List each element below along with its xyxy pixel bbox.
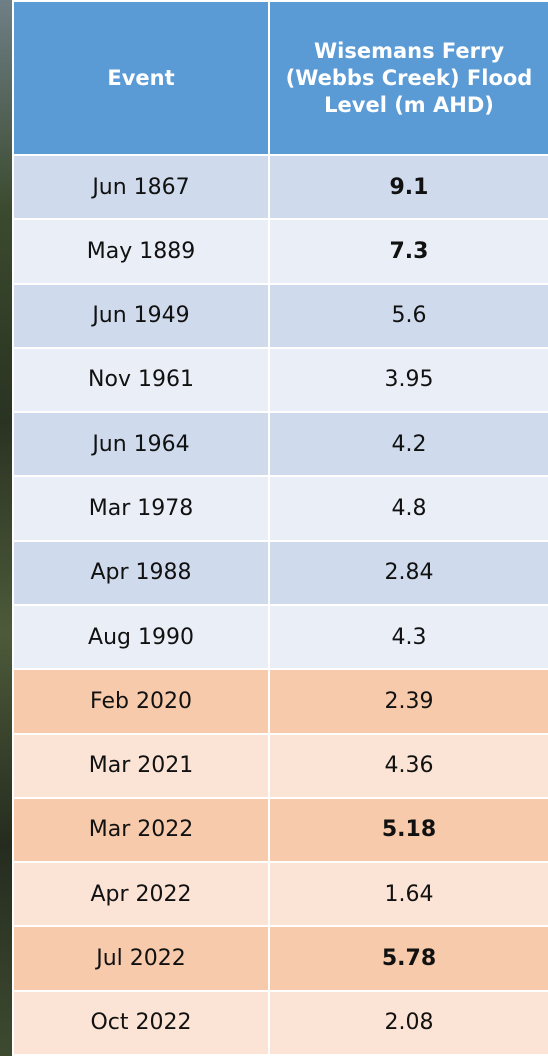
event-cell: Jun 1867	[13, 155, 269, 219]
event-cell: Mar 1978	[13, 476, 269, 540]
level-cell: 4.36	[269, 734, 548, 798]
page: Event Wisemans Ferry (Webbs Creek) Flood…	[0, 0, 548, 1056]
level-cell: 2.08	[269, 991, 548, 1055]
level-cell: 2.39	[269, 669, 548, 733]
event-cell: Mar 2021	[13, 734, 269, 798]
level-cell: 9.1	[269, 155, 548, 219]
event-cell: Jun 1949	[13, 284, 269, 348]
level-cell: 4.8	[269, 476, 548, 540]
level-cell: 5.18	[269, 798, 548, 862]
level-cell: 4.2	[269, 412, 548, 476]
event-cell: Oct 2022	[13, 991, 269, 1055]
event-cell: Apr 2022	[13, 862, 269, 926]
level-cell: 5.78	[269, 926, 548, 990]
flood-table: Event Wisemans Ferry (Webbs Creek) Flood…	[12, 0, 548, 1056]
header-row: Event Wisemans Ferry (Webbs Creek) Flood…	[13, 1, 548, 155]
level-cell: 1.64	[269, 862, 548, 926]
header-cell: Event	[13, 1, 269, 155]
table-header: Event Wisemans Ferry (Webbs Creek) Flood…	[13, 1, 548, 155]
level-cell: 2.84	[269, 541, 548, 605]
event-cell: Apr 1988	[13, 541, 269, 605]
event-cell: Jun 1964	[13, 412, 269, 476]
event-cell: Aug 1990	[13, 605, 269, 669]
event-cell: Nov 1961	[13, 348, 269, 412]
level-cell: 3.95	[269, 348, 548, 412]
event-cell: Mar 2022	[13, 798, 269, 862]
level-cell: 7.3	[269, 219, 548, 283]
event-cell: Feb 2020	[13, 669, 269, 733]
level-cell: 4.3	[269, 605, 548, 669]
event-cell: Jul 2022	[13, 926, 269, 990]
event-cell: May 1889	[13, 219, 269, 283]
level-cell: 5.6	[269, 284, 548, 348]
header-cell: Wisemans Ferry (Webbs Creek) Flood Level…	[269, 1, 548, 155]
